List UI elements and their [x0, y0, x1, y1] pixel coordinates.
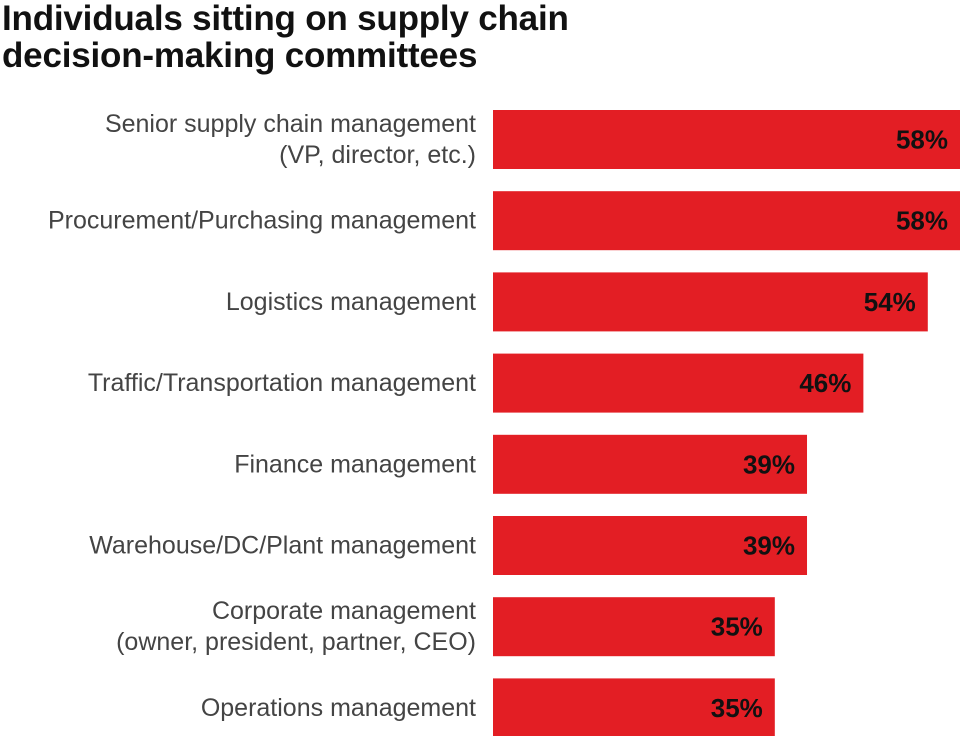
data-label: 58%	[896, 125, 948, 155]
category-label: Traffic/Transportation management	[88, 369, 476, 397]
chart-title: Individuals sitting on supply chain deci…	[2, 0, 569, 75]
data-label: 35%	[711, 693, 763, 723]
category-label: Operations management	[201, 694, 476, 722]
data-label: 35%	[711, 612, 763, 642]
data-label: 39%	[743, 449, 795, 479]
category-label: Senior supply chain management	[105, 110, 476, 138]
data-label: 54%	[864, 287, 916, 317]
category-label: Finance management	[234, 450, 476, 478]
category-label: Logistics management	[226, 288, 476, 316]
category-label: (VP, director, etc.)	[279, 141, 476, 169]
bar	[493, 272, 928, 332]
data-label: 39%	[743, 531, 795, 561]
category-label: Procurement/Purchasing management	[48, 207, 476, 235]
bar	[493, 516, 808, 575]
bar	[493, 191, 960, 251]
category-label: (owner, president, partner, CEO)	[116, 628, 476, 656]
category-label: Warehouse/DC/Plant management	[89, 532, 476, 560]
data-label: 46%	[799, 368, 851, 398]
category-label: Corporate management	[212, 597, 476, 625]
bar	[493, 597, 775, 657]
data-label: 58%	[896, 206, 948, 236]
bar	[493, 353, 864, 413]
bar	[493, 434, 808, 494]
bar	[493, 110, 960, 169]
bar	[493, 678, 775, 736]
